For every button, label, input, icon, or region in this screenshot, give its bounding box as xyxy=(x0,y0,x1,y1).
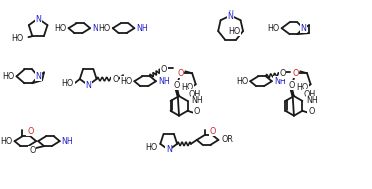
Text: HO: HO xyxy=(267,24,280,33)
Text: O: O xyxy=(27,127,33,136)
Text: O: O xyxy=(292,69,299,78)
Text: NH: NH xyxy=(62,137,73,146)
Text: HO: HO xyxy=(0,137,13,146)
Text: N: N xyxy=(166,146,171,154)
Text: O: O xyxy=(193,107,199,116)
Text: NH: NH xyxy=(136,24,148,33)
Text: N: N xyxy=(85,81,91,90)
Text: HO: HO xyxy=(62,79,74,88)
Text: HO: HO xyxy=(296,83,309,92)
Text: O: O xyxy=(161,65,167,74)
Text: HO: HO xyxy=(99,24,111,33)
Text: HO: HO xyxy=(54,24,67,33)
Text: H: H xyxy=(36,14,41,20)
Text: O: O xyxy=(174,81,180,90)
Text: NH: NH xyxy=(92,24,104,33)
Text: O: O xyxy=(29,146,35,156)
Text: HO: HO xyxy=(228,27,240,36)
Text: NH: NH xyxy=(274,77,286,86)
Text: N: N xyxy=(228,12,234,21)
Text: HO: HO xyxy=(145,143,157,152)
Text: O: O xyxy=(177,69,184,78)
Text: HO: HO xyxy=(236,77,248,86)
Text: O: O xyxy=(209,127,216,136)
Text: OR: OR xyxy=(221,136,233,144)
Text: O: O xyxy=(308,107,314,116)
Text: O: O xyxy=(112,75,118,84)
Text: O: O xyxy=(289,81,295,90)
Text: N: N xyxy=(35,72,41,81)
Text: HO: HO xyxy=(11,34,23,43)
Text: OH: OH xyxy=(188,90,201,98)
Text: NH: NH xyxy=(307,96,318,105)
Text: HO: HO xyxy=(120,77,132,86)
Text: NH: NH xyxy=(158,77,170,86)
Text: OH: OH xyxy=(303,90,315,98)
Text: N: N xyxy=(300,24,306,33)
Text: N: N xyxy=(35,15,41,24)
Text: H: H xyxy=(228,10,233,16)
Text: O: O xyxy=(279,69,286,78)
Text: HO: HO xyxy=(182,83,194,92)
Text: NH: NH xyxy=(192,96,203,105)
Text: HO: HO xyxy=(2,72,15,81)
